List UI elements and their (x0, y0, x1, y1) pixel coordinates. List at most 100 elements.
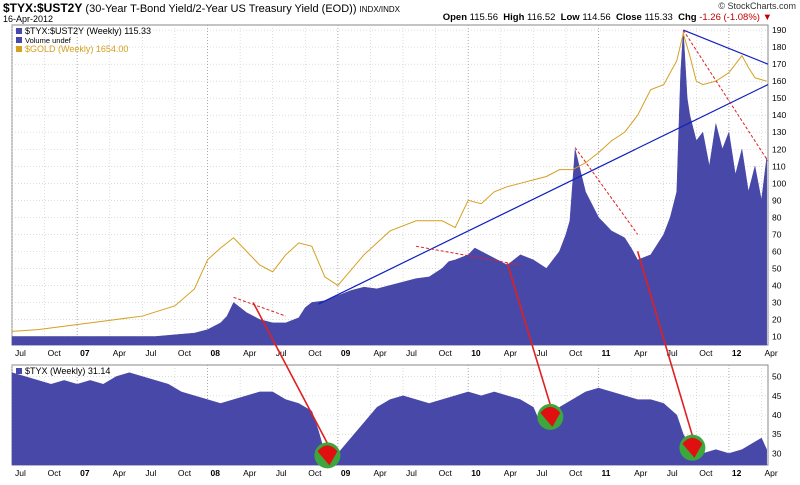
x-tick-label: Oct (569, 348, 583, 358)
annotation-arrow (506, 263, 552, 406)
x-tick-label: Oct (178, 468, 192, 478)
tyx-area-series (11, 372, 767, 466)
exchange: INDX/INDX (359, 5, 400, 14)
y-tick-label: 50 (772, 263, 782, 273)
ohlc-readout: Open 115.56 High 116.52 Low 114.56 Close… (443, 12, 772, 23)
x-tick-label: Jul (145, 348, 156, 358)
x-tick-label: Apr (504, 468, 517, 478)
x-tick-label: Jul (276, 348, 287, 358)
y-tick-label: 190 (772, 25, 786, 35)
low-marker-spike (317, 445, 338, 466)
y-tick-label: 160 (772, 76, 786, 86)
trendline-blue (683, 29, 769, 65)
y-tick-label: 110 (772, 161, 786, 171)
y-tick-label: 50 (772, 372, 782, 382)
description: (30-Year T-Bond Yield/2-Year US Treasury… (85, 3, 357, 15)
x-tick-label: Apr (373, 468, 386, 478)
x-tick-label: Oct (699, 468, 713, 478)
x-tick-label: Jul (15, 468, 26, 478)
chart-date: 16-Apr-2012 (3, 14, 54, 24)
x-tick-label: 11 (602, 348, 611, 358)
x-tick-label: Jul (667, 348, 678, 358)
brand-watermark: © StockCharts.com (718, 1, 796, 11)
y-tick-label: 40 (772, 410, 782, 420)
x-tick-label: 09 (341, 468, 351, 478)
x-tick-label: 07 (80, 468, 90, 478)
x-tick-label: Oct (308, 468, 322, 478)
y-tick-label: 140 (772, 110, 786, 120)
low-marker-spike (540, 406, 561, 427)
x-tick-label: Jul (667, 468, 678, 478)
y-tick-label: 170 (772, 59, 786, 69)
trendline-blue (318, 84, 769, 305)
x-tick-label: Apr (764, 348, 777, 358)
y-tick-label: 30 (772, 448, 782, 458)
open-label: Open (442, 12, 467, 23)
chg-value: -1.26 (-1.08%) (699, 12, 760, 23)
x-tick-label: 07 (80, 348, 90, 358)
y-tick-label: 10 (772, 331, 782, 341)
legend-entry: $TYX (Weekly) 31.14 (25, 366, 110, 376)
low-marker-spike (682, 437, 703, 458)
x-tick-label: Oct (48, 468, 62, 478)
x-tick-label: Jul (536, 348, 547, 358)
down-arrow-icon: ▼ (762, 12, 772, 23)
x-tick-label: Jul (145, 468, 156, 478)
x-tick-label: Oct (439, 348, 453, 358)
y-tick-label: 30 (772, 297, 782, 307)
x-tick-label: Apr (373, 348, 386, 358)
open-value: 115.56 (469, 12, 498, 23)
trendline-red-dashed (574, 147, 639, 235)
y-tick-label: 35 (772, 429, 782, 439)
legend-swatch (16, 37, 22, 43)
legend-entry: Volume undef (25, 36, 72, 45)
y-tick-label: 130 (772, 127, 786, 137)
close-value: 115.33 (644, 12, 673, 23)
y-tick-label: 100 (772, 178, 786, 188)
x-tick-label: Oct (439, 468, 453, 478)
x-tick-label: 12 (732, 348, 742, 358)
x-tick-label: Apr (764, 468, 777, 478)
x-tick-label: Jul (406, 348, 417, 358)
x-tick-label: Apr (113, 468, 126, 478)
y-tick-label: 150 (772, 93, 786, 103)
legend-entry: $TYX:$UST2Y (Weekly) 115.33 (25, 26, 151, 36)
y-tick-label: 90 (772, 195, 782, 205)
main-panel: 10 20 30 40 50 60 70 80 90 100 110 120 130 140 150 160 1… (11, 24, 786, 358)
y-tick-label: 45 (772, 391, 782, 401)
x-tick-label: Oct (308, 348, 322, 358)
y-tick-label: 120 (772, 144, 786, 154)
x-tick-label: Apr (634, 468, 647, 478)
x-tick-label: 08 (211, 468, 221, 478)
legend-swatch (16, 46, 22, 52)
annotation-arrow (636, 251, 694, 436)
x-tick-label: Jul (276, 468, 287, 478)
x-tick-label: Apr (504, 348, 517, 358)
trendline-red-dashed (682, 29, 769, 162)
symbol: $TYX:$UST2Y (3, 1, 83, 15)
x-tick-label: 09 (341, 348, 351, 358)
x-tick-label: 10 (471, 348, 481, 358)
y-tick-label: 20 (772, 314, 782, 324)
x-tick-label: Oct (48, 348, 62, 358)
ratio-area-series (11, 30, 767, 346)
low-label: Low (560, 12, 580, 23)
x-tick-label: Apr (243, 348, 256, 358)
x-tick-label: Jul (536, 468, 547, 478)
annotation-layer (252, 251, 706, 469)
legend-swatch (16, 28, 22, 34)
lower-panel: 30 35 40 45 50 Jul Oct 07 Apr Jul Oct 08 Apr Jul Oct 09… (11, 364, 782, 478)
x-tick-label: Oct (569, 468, 583, 478)
x-tick-label: Apr (243, 468, 256, 478)
x-tick-label: Apr (113, 348, 126, 358)
x-tick-label: 12 (732, 468, 742, 478)
x-tick-label: 11 (602, 468, 611, 478)
close-label: Close (615, 12, 642, 23)
y-tick-label: 80 (772, 212, 782, 222)
gold-line-series (11, 31, 767, 332)
high-label: High (503, 12, 525, 23)
y-tick-label: 180 (772, 42, 786, 52)
x-tick-label: Oct (699, 348, 713, 358)
chg-label: Chg (678, 12, 697, 23)
